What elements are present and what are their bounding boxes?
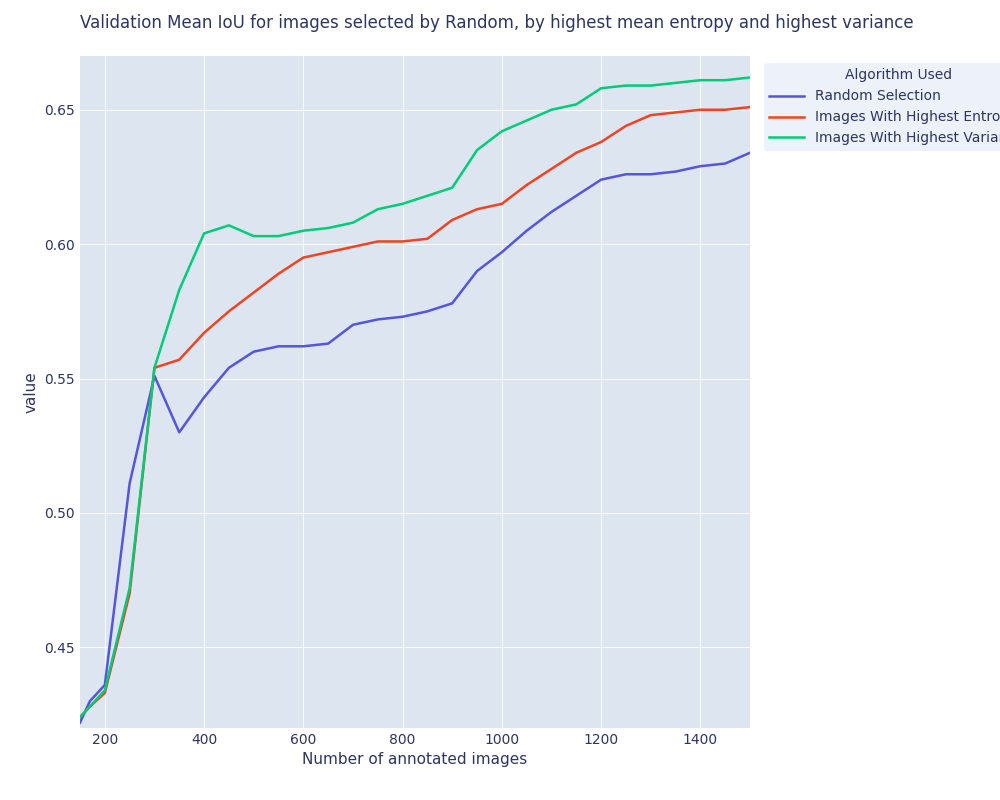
Random Selection xyxy=(570,191,582,201)
Images With Highest Variance xyxy=(744,73,756,82)
Random Selection xyxy=(694,162,706,171)
Images With Highest Entropies xyxy=(148,363,160,373)
Random Selection xyxy=(99,680,111,690)
Images With Highest Entropies xyxy=(223,306,235,316)
Images With Highest Variance xyxy=(471,146,483,155)
Text: Validation Mean IoU for images selected by Random, by highest mean entropy and h: Validation Mean IoU for images selected … xyxy=(80,14,914,32)
Images With Highest Variance xyxy=(74,713,86,722)
Images With Highest Variance xyxy=(645,81,657,90)
Random Selection xyxy=(173,427,185,437)
Images With Highest Entropies xyxy=(397,237,409,246)
Images With Highest Variance xyxy=(694,75,706,85)
Images With Highest Entropies xyxy=(521,180,533,190)
Images With Highest Entropies xyxy=(744,102,756,112)
Random Selection xyxy=(421,306,433,316)
Random Selection xyxy=(198,393,210,402)
Images With Highest Variance xyxy=(198,229,210,238)
Images With Highest Entropies xyxy=(322,247,334,257)
Random Selection xyxy=(719,158,731,168)
Images With Highest Variance xyxy=(397,199,409,209)
Images With Highest Variance xyxy=(173,285,185,294)
Images With Highest Variance xyxy=(99,686,111,695)
Images With Highest Variance xyxy=(545,105,557,114)
Images With Highest Variance xyxy=(148,363,160,373)
Images With Highest Entropies xyxy=(173,355,185,365)
Random Selection xyxy=(545,207,557,217)
Legend: Random Selection, Images With Highest Entropies, Images With Highest Variance: Random Selection, Images With Highest En… xyxy=(764,63,1000,151)
Images With Highest Variance xyxy=(496,126,508,136)
Images With Highest Entropies xyxy=(74,713,86,722)
Random Selection xyxy=(595,175,607,185)
Images With Highest Variance xyxy=(595,83,607,93)
Random Selection xyxy=(645,170,657,179)
Images With Highest Entropies xyxy=(595,138,607,147)
Random Selection xyxy=(347,320,359,330)
Images With Highest Entropies xyxy=(645,110,657,120)
Images With Highest Entropies xyxy=(421,234,433,243)
Images With Highest Entropies xyxy=(372,237,384,246)
Line: Images With Highest Entropies: Images With Highest Entropies xyxy=(80,107,750,718)
Images With Highest Variance xyxy=(248,231,260,241)
Images With Highest Entropies xyxy=(620,121,632,130)
Images With Highest Variance xyxy=(223,221,235,230)
Random Selection xyxy=(148,371,160,381)
Random Selection xyxy=(223,363,235,373)
Images With Highest Entropies xyxy=(248,288,260,298)
Images With Highest Entropies xyxy=(570,148,582,158)
Random Selection xyxy=(248,347,260,357)
Images With Highest Variance xyxy=(446,183,458,193)
Images With Highest Entropies xyxy=(273,269,285,278)
Images With Highest Entropies xyxy=(297,253,309,262)
Random Selection xyxy=(446,298,458,308)
Images With Highest Entropies xyxy=(545,164,557,174)
Random Selection xyxy=(471,266,483,276)
Images With Highest Variance xyxy=(372,205,384,214)
Random Selection xyxy=(496,247,508,257)
Images With Highest Variance xyxy=(719,75,731,85)
Images With Highest Entropies xyxy=(124,589,136,598)
Images With Highest Variance xyxy=(322,223,334,233)
Y-axis label: value: value xyxy=(24,371,39,413)
Images With Highest Variance xyxy=(297,226,309,235)
Images With Highest Entropies xyxy=(84,702,96,711)
Line: Images With Highest Variance: Images With Highest Variance xyxy=(80,78,750,718)
Images With Highest Variance xyxy=(124,583,136,593)
Random Selection xyxy=(521,226,533,235)
Images With Highest Entropies xyxy=(471,205,483,214)
Images With Highest Variance xyxy=(620,81,632,90)
Random Selection xyxy=(372,314,384,324)
Random Selection xyxy=(397,312,409,322)
Random Selection xyxy=(273,342,285,351)
Random Selection xyxy=(744,148,756,158)
Images With Highest Variance xyxy=(670,78,682,88)
Random Selection xyxy=(74,718,86,727)
Random Selection xyxy=(670,166,682,176)
X-axis label: Number of annotated images: Number of annotated images xyxy=(302,753,528,767)
Images With Highest Entropies xyxy=(670,108,682,118)
Random Selection xyxy=(620,170,632,179)
Images With Highest Entropies xyxy=(496,199,508,209)
Images With Highest Variance xyxy=(84,702,96,711)
Images With Highest Entropies xyxy=(446,215,458,225)
Images With Highest Entropies xyxy=(719,105,731,114)
Images With Highest Variance xyxy=(421,191,433,201)
Random Selection xyxy=(322,339,334,349)
Images With Highest Variance xyxy=(570,99,582,109)
Random Selection xyxy=(84,696,96,706)
Random Selection xyxy=(297,342,309,351)
Random Selection xyxy=(124,478,136,488)
Images With Highest Variance xyxy=(521,116,533,126)
Line: Random Selection: Random Selection xyxy=(80,153,750,722)
Images With Highest Variance xyxy=(347,218,359,227)
Images With Highest Entropies xyxy=(198,328,210,338)
Images With Highest Entropies xyxy=(99,688,111,698)
Images With Highest Variance xyxy=(273,231,285,241)
Images With Highest Entropies xyxy=(347,242,359,252)
Images With Highest Entropies xyxy=(694,105,706,114)
